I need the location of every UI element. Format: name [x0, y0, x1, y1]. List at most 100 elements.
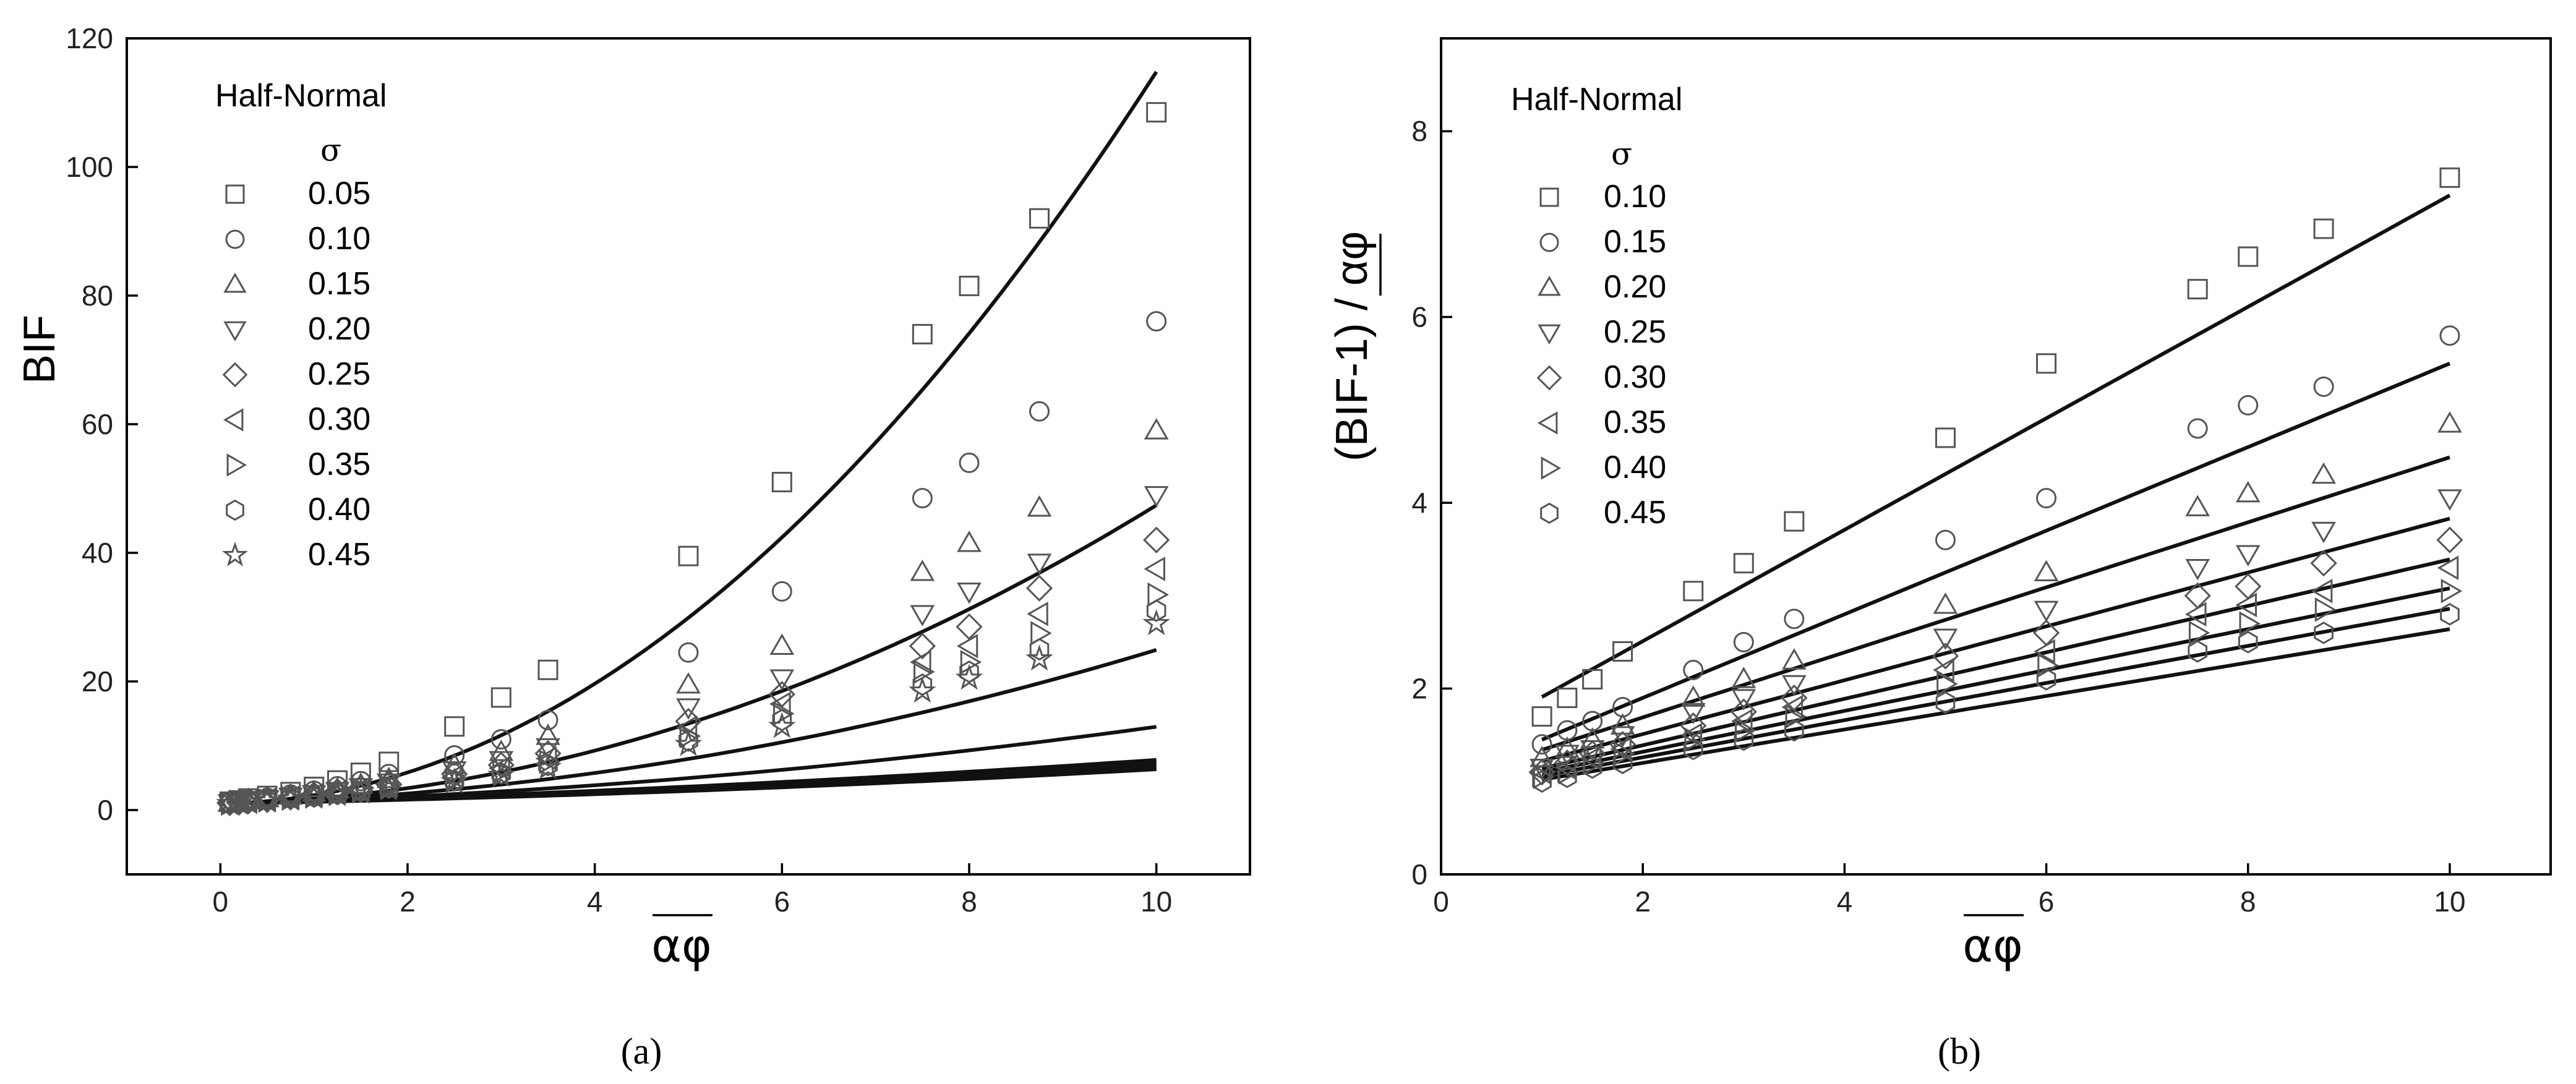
panel-b-x-tick-label: 6: [2039, 886, 2055, 918]
panel-a-point-0.30: [675, 715, 698, 740]
panel-a-point-0.45: [347, 777, 375, 804]
panel-a-legend-marker-0.05: [225, 184, 245, 204]
panel-a-point-0.30: [1144, 557, 1165, 581]
panel-a-legend-title: Half-Normal: [215, 78, 387, 114]
panel-a-legend: 0.05 0.10 0.15 0.20 0.25 0.30 0.35 0.40 0.45: [222, 176, 370, 573]
panel-a-point-0.40: [327, 782, 348, 806]
panel-b-legend-label-0.15: 0.15: [1604, 224, 1666, 260]
panel-b-point-0.40: [1735, 718, 1757, 743]
panel-a-point-0.15: [1144, 418, 1169, 440]
panel-a-point-0.45: [534, 753, 562, 780]
panel-b-point-0.20: [1610, 713, 1635, 735]
panel-b-legend-sigma: σ: [1611, 136, 1632, 172]
panel-b-y-tick-label: 4: [1411, 487, 1427, 519]
panel-a-point-0.40: [304, 785, 324, 808]
panel-a-x-tick-label: 4: [587, 886, 603, 918]
panel-a-point-0.30: [910, 649, 931, 675]
panel-b-point-0.10: [1683, 581, 1704, 602]
panel-a-x-axis-label: αφ: [651, 920, 712, 973]
panel-b-point-0.25: [1680, 702, 1706, 725]
panel-a-point-0.05: [1029, 208, 1050, 229]
panel-a-point-0.45: [487, 761, 515, 787]
panel-b-point-0.20: [2034, 560, 2059, 582]
panel-b-point-0.20: [1781, 648, 1807, 670]
panel-b-legend: 0.10 0.15 0.20 0.25 0.30 0.35 0.40 0.45: [1536, 179, 1666, 531]
panel-a-point-0.40: [444, 769, 464, 792]
panel-b-point-0.25: [2437, 489, 2462, 511]
panel-a-point-0.05: [537, 659, 558, 680]
panel-b-point-0.20: [2235, 480, 2261, 503]
panel-a-legend-label-0.05: 0.05: [308, 176, 370, 211]
panel-a-point-0.30: [769, 691, 791, 717]
panel-b-legend-marker-0.45: [1540, 502, 1559, 524]
panel-a-y-tick-label: 40: [82, 537, 113, 569]
panel-b-point-0.45: [1532, 770, 1552, 793]
panel-a-point-0.30: [956, 633, 978, 659]
panel-a-x-tick-label: 6: [774, 886, 790, 918]
panel-b-point-0.25: [2235, 545, 2261, 566]
panel-a-point-0.40: [678, 729, 698, 752]
panel-b-x-tick-label: 4: [1837, 886, 1853, 918]
panel-a-point-0.10: [490, 729, 511, 750]
panel-b-legend-marker-0.10: [1539, 187, 1559, 207]
panel-a-point-0.45: [674, 730, 703, 756]
panel-b-point-0.25: [2311, 521, 2336, 544]
panel-a-point-0.45: [1025, 644, 1053, 671]
panel-a-point-0.45: [375, 774, 403, 801]
panel-b-point-0.30: [1932, 642, 1959, 670]
panel-a-point-0.15: [910, 559, 935, 581]
panel-a-point-0.10: [959, 452, 980, 473]
panel-a-point-0.20: [676, 698, 701, 720]
panel-a-point-0.10: [444, 745, 465, 766]
panel-a-x-tick-label: 2: [400, 886, 416, 918]
panel-b-legend-title: Half-Normal: [1511, 82, 1682, 117]
panel-a-point-0.05: [771, 472, 792, 493]
panel-a-y-tick-label: 0: [97, 794, 113, 826]
panel-b-point-0.15: [2187, 418, 2208, 439]
panel-b-point-0.40: [2314, 597, 2337, 622]
panel-a-point-0.40: [491, 762, 511, 785]
panel-b-point-0.15: [1935, 529, 1956, 550]
panel-b-point-0.45: [1582, 756, 1603, 779]
panel-b-caption: (b): [1938, 1031, 1981, 1072]
panel-a-point-0.20: [957, 583, 982, 604]
panel-a-point-0.05: [444, 716, 465, 737]
panel-b-point-0.15: [2439, 325, 2460, 346]
panel-b-legend-marker-0.30: [1536, 365, 1562, 391]
panel-a-point-0.20: [769, 669, 795, 691]
panel-a-point-0.25: [1025, 574, 1053, 602]
panel-b-point-0.10: [2187, 279, 2208, 300]
panel-a-point-0.45: [440, 767, 468, 794]
panel-a-point-0.15: [1027, 495, 1052, 517]
panel-a-point-0.45: [225, 788, 253, 815]
panel-a-legend-label-0.30: 0.30: [308, 401, 370, 437]
panel-a-y-tick-label: 120: [66, 22, 113, 54]
panel-a-point-0.40: [257, 789, 277, 812]
panel-a-legend-label-0.10: 0.10: [308, 221, 370, 257]
panel-a-point-0.20: [1027, 553, 1052, 575]
panel-b: (BIF-1) / αφ αφ Half-Normal σ 0.100.150.…: [1327, 37, 2552, 1072]
panel-a-point-0.15: [957, 531, 982, 552]
panel-b-points: [1528, 167, 2463, 793]
panel-a-point-0.15: [769, 633, 795, 655]
panel-b-y-axis-label: (BIF-1) / αφ: [1327, 231, 1377, 461]
panel-b-point-0.10: [1733, 553, 1754, 574]
panel-a-legend-label-0.40: 0.40: [308, 492, 370, 527]
panel-b-point-0.10: [1557, 688, 1578, 709]
panel-b-x-tick-label: 8: [2240, 886, 2256, 918]
panel-a-caption: (a): [621, 1031, 662, 1072]
panel-a: BIF αφ Half-Normal σ 0.05 0.10 0.15 0.20 0.2…: [15, 22, 1251, 1072]
panel-b-point-0.40: [1684, 727, 1706, 753]
panel-b-point-0.10: [1935, 427, 1956, 448]
panel-b-legend-marker-0.15: [1539, 233, 1559, 252]
panel-a-point-0.45: [300, 782, 328, 809]
panel-b-point-0.40: [1936, 672, 1958, 696]
panel-b-point-0.30: [2310, 550, 2337, 577]
panel-b-point-0.15: [2313, 376, 2334, 397]
panel-a-point-0.10: [678, 642, 699, 663]
panel-b-point-0.45: [1612, 751, 1633, 774]
panel-b-fit-line-0.40: [1541, 607, 2450, 778]
panel-a-legend-label-0.35: 0.35: [308, 446, 370, 482]
panel-b-point-0.45: [1935, 691, 1956, 714]
panel-a-y-axis-label: BIF: [15, 315, 64, 384]
